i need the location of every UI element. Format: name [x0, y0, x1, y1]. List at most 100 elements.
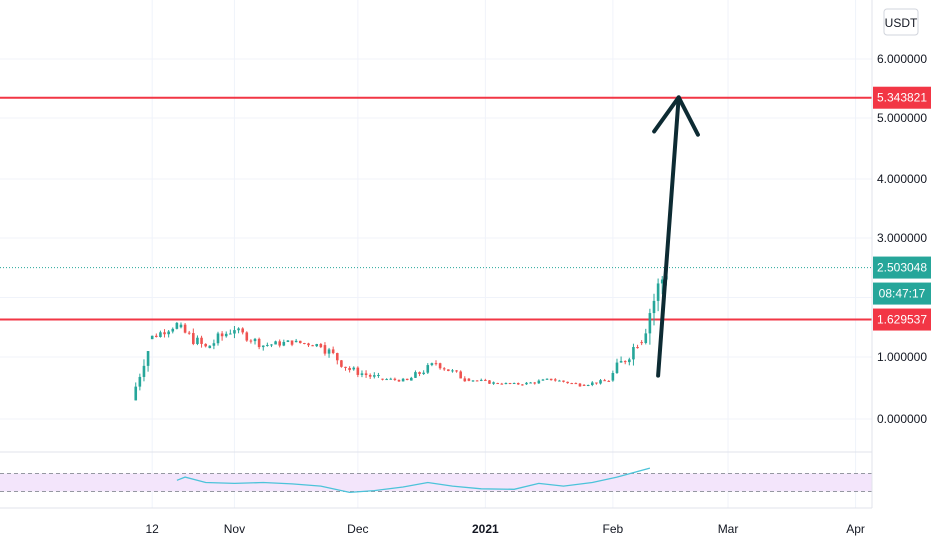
candle-body — [586, 385, 590, 387]
price-tick-label: 1.000000 — [877, 350, 927, 364]
candle-body — [155, 335, 158, 337]
candle-body — [615, 362, 619, 373]
price-tick-label: 0.000000 — [877, 412, 927, 426]
candle-body — [500, 383, 504, 385]
time-tick-label: Dec — [347, 522, 368, 536]
price-tick-label: 6.000000 — [877, 52, 927, 66]
arrow-annotation[interactable] — [652, 95, 700, 378]
candle-body — [545, 378, 549, 380]
candle-body — [175, 322, 179, 329]
candle-body — [447, 369, 450, 372]
currency-badge[interactable]: USDT — [883, 8, 919, 36]
candle-body — [196, 337, 199, 344]
level-price-label: 5.343821 — [877, 91, 927, 105]
candle-body — [319, 344, 323, 348]
candle-body — [327, 349, 331, 354]
candle-body — [562, 380, 565, 382]
time-tick-label: Nov — [224, 522, 245, 536]
candle-body — [619, 361, 623, 363]
candle-body — [204, 343, 207, 347]
candle-body — [352, 367, 356, 370]
candle-body — [405, 378, 409, 381]
candle-body — [298, 340, 302, 344]
candle-body — [364, 373, 368, 376]
candle-body — [200, 337, 203, 344]
time-scale[interactable]: 12 Nov Dec 2021 Feb Mar Apr — [0, 507, 872, 536]
candle-body — [187, 332, 191, 334]
horizontal-levels[interactable] — [0, 96, 872, 321]
candle-body — [373, 375, 376, 377]
candle-body — [167, 331, 170, 335]
candle-body — [541, 379, 545, 381]
price-tick-label: 3.000000 — [877, 231, 927, 245]
candle-body — [640, 342, 643, 344]
arrow-head[interactable] — [652, 95, 700, 137]
candle-body — [266, 344, 269, 346]
candle-body — [220, 333, 224, 337]
candle-body — [504, 383, 508, 385]
candle-body — [422, 372, 425, 374]
candle-body — [192, 333, 195, 344]
candle-body — [270, 344, 273, 346]
candle-body — [393, 378, 397, 380]
candle-body — [426, 365, 430, 373]
arrow-shaft[interactable] — [656, 95, 681, 378]
candle-body — [282, 341, 286, 346]
candle-body — [171, 328, 175, 332]
candle-body — [656, 283, 660, 301]
grid-lines — [0, 0, 872, 508]
candle-body — [237, 328, 240, 331]
candle-body — [521, 384, 524, 386]
indicator-band — [0, 473, 872, 492]
candle-body — [134, 386, 138, 401]
level-price-tag[interactable] — [873, 86, 931, 109]
candle-body — [410, 377, 413, 381]
candle-body — [323, 345, 327, 354]
candle-body — [348, 367, 351, 371]
candle-body — [467, 378, 471, 381]
indicator-line — [176, 467, 651, 494]
candle-body — [183, 324, 187, 333]
time-tick-label: Mar — [718, 522, 739, 536]
candle-body — [360, 373, 364, 375]
candle-body — [261, 345, 265, 348]
candle-body — [430, 363, 434, 366]
time-tick-label: Feb — [603, 522, 624, 536]
candle-body — [311, 345, 314, 347]
candle-body — [307, 343, 310, 346]
level-price-label: 1.629537 — [877, 313, 927, 327]
candle-body — [397, 379, 401, 382]
candle-body — [377, 374, 380, 376]
candle-body — [434, 363, 438, 365]
candle-body — [599, 380, 602, 384]
candle-body — [356, 367, 360, 375]
candle-body — [644, 333, 648, 343]
candle-body — [525, 382, 528, 385]
last-price-label: 2.503048 — [877, 261, 927, 275]
candle-body — [484, 379, 487, 381]
candle-body — [368, 375, 372, 377]
candle-body — [163, 332, 166, 335]
candle-body — [278, 341, 281, 346]
candle-body — [414, 372, 417, 378]
currency-badge-label: USDT — [885, 16, 918, 30]
price-scale[interactable]: USDT 6.000000 5.000000 4.000000 3.000000 1.0… — [871, 0, 931, 508]
candle-body — [138, 376, 142, 387]
price-tick-label: 5.000000 — [877, 111, 927, 125]
time-tick-label: 12 — [146, 522, 160, 536]
candle-body — [566, 381, 569, 384]
countdown-tag — [873, 282, 931, 305]
candle-body — [294, 340, 298, 343]
candle-body — [253, 338, 257, 342]
candle-body — [212, 343, 216, 346]
candle-body — [245, 332, 249, 341]
level-price-tag[interactable] — [873, 308, 931, 331]
candle-body — [574, 383, 578, 385]
candle-body — [208, 345, 212, 349]
candle-body — [553, 379, 557, 381]
candle-body — [389, 378, 393, 380]
candle-body — [516, 383, 520, 385]
last-price-tag — [873, 256, 931, 279]
